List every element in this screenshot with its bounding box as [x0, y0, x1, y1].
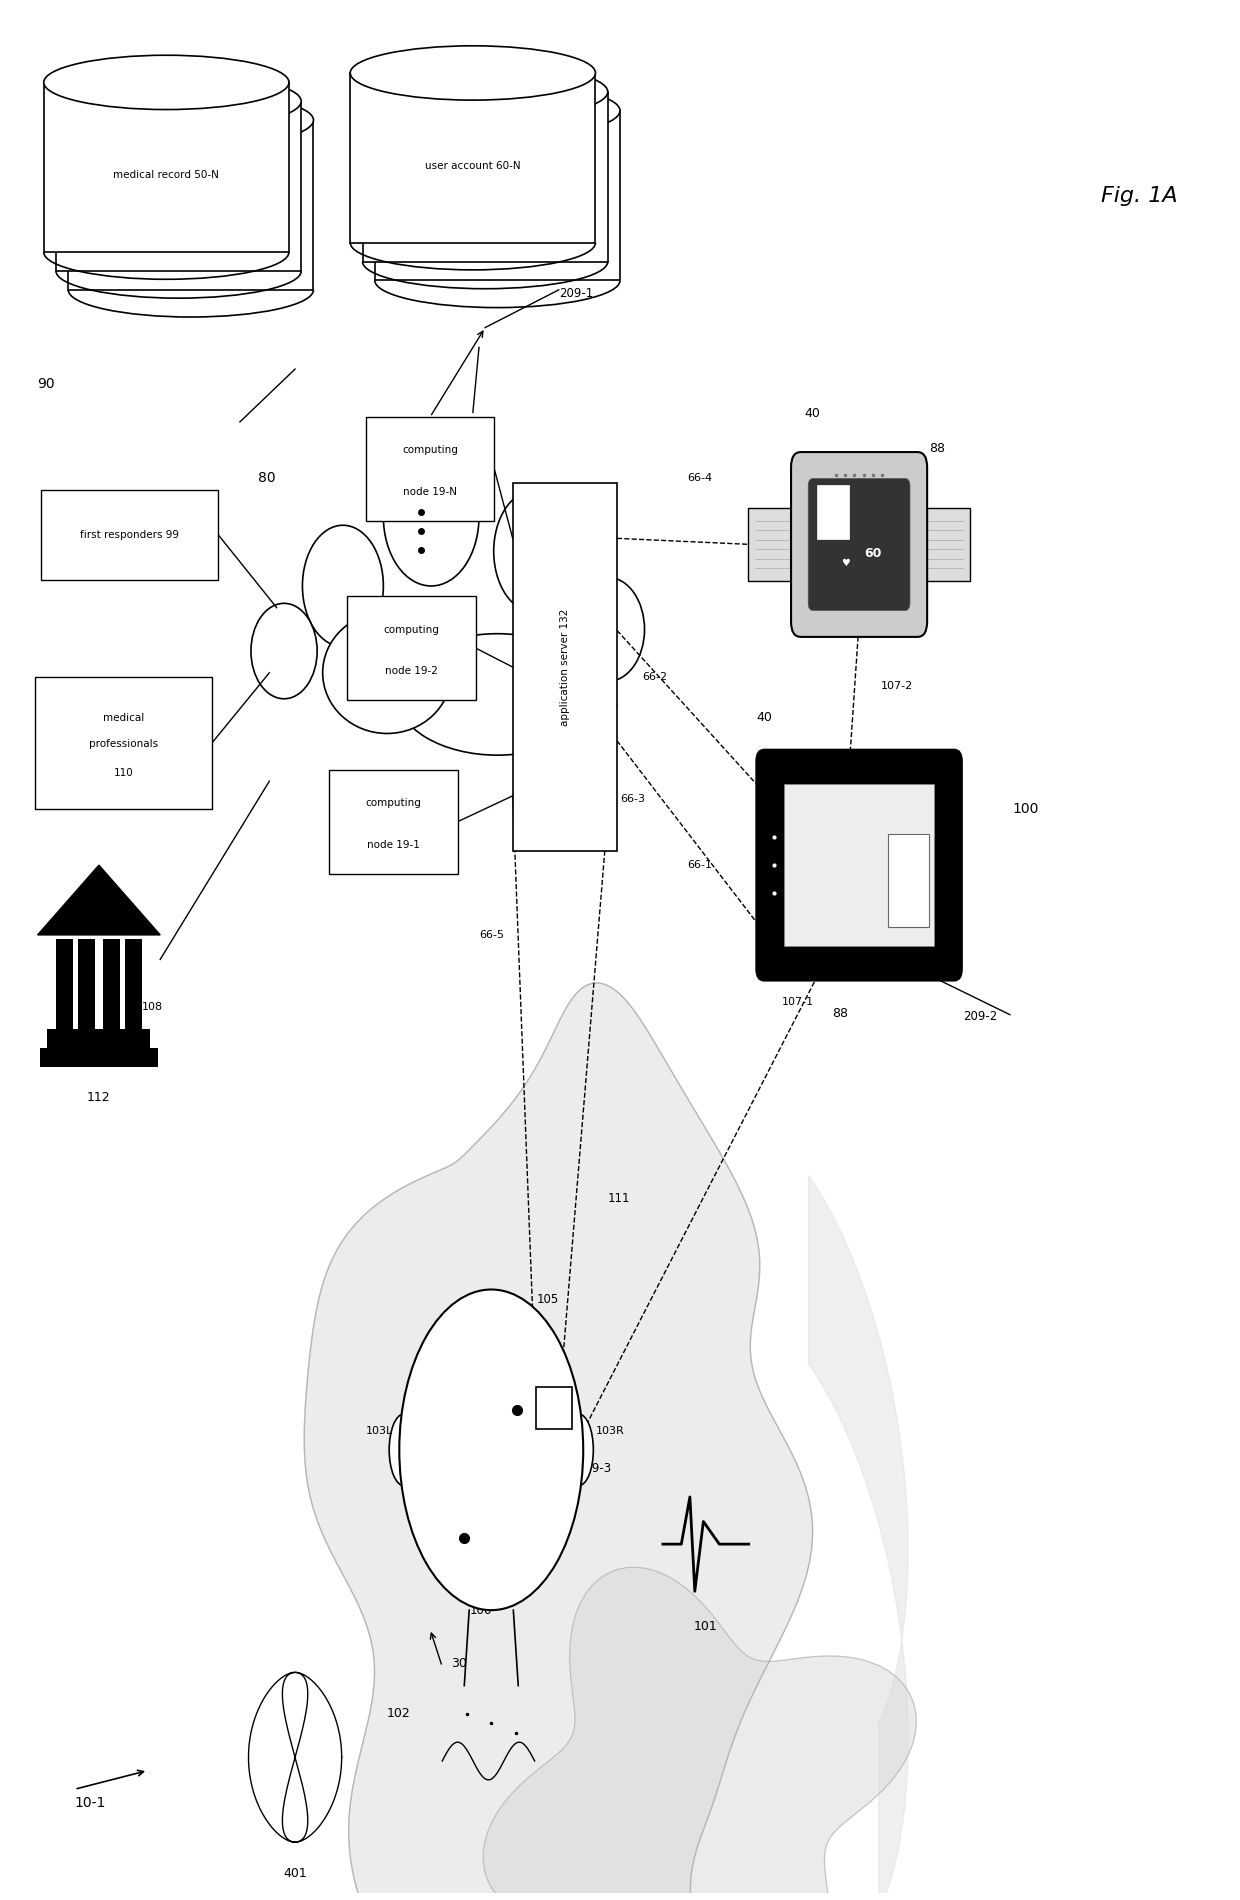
FancyBboxPatch shape [56, 101, 301, 272]
Text: 80: 80 [258, 471, 277, 484]
FancyBboxPatch shape [56, 939, 73, 1037]
Text: Fig. 1A: Fig. 1A [1101, 186, 1178, 205]
Ellipse shape [250, 604, 317, 699]
FancyBboxPatch shape [366, 418, 495, 521]
FancyBboxPatch shape [35, 676, 212, 809]
Text: 110: 110 [114, 768, 134, 777]
Text: 111: 111 [608, 1193, 630, 1205]
Polygon shape [37, 864, 160, 935]
Text: 40: 40 [756, 711, 773, 724]
Text: 107-1: 107-1 [781, 998, 813, 1007]
Text: 66-4: 66-4 [687, 473, 713, 483]
FancyBboxPatch shape [41, 490, 218, 580]
Text: 102: 102 [387, 1708, 410, 1720]
Text: 30: 30 [451, 1657, 466, 1670]
Text: 66-5: 66-5 [479, 929, 503, 940]
Text: 108: 108 [141, 1001, 162, 1011]
FancyBboxPatch shape [817, 484, 849, 540]
FancyBboxPatch shape [374, 110, 620, 281]
Text: 90: 90 [37, 378, 56, 391]
Polygon shape [808, 1176, 908, 1900]
Text: user account 60-2: user account 60-2 [438, 180, 532, 190]
Polygon shape [484, 1568, 916, 1900]
Text: 209-3: 209-3 [577, 1463, 611, 1474]
Polygon shape [304, 982, 812, 1900]
Text: node 19-N: node 19-N [403, 486, 458, 498]
FancyBboxPatch shape [512, 483, 618, 851]
FancyBboxPatch shape [40, 1049, 157, 1068]
FancyBboxPatch shape [329, 770, 458, 874]
Text: medical record 50-N: medical record 50-N [113, 171, 219, 180]
FancyBboxPatch shape [536, 1387, 573, 1429]
Text: medical record 50-1: medical record 50-1 [139, 209, 243, 218]
Ellipse shape [570, 578, 645, 682]
Ellipse shape [362, 65, 608, 120]
FancyBboxPatch shape [748, 507, 805, 581]
Ellipse shape [68, 93, 314, 148]
Text: professionals: professionals [89, 739, 157, 749]
Ellipse shape [43, 55, 289, 110]
Text: 103R: 103R [595, 1427, 624, 1436]
Text: user account 60-N: user account 60-N [425, 162, 521, 171]
Text: 209-1: 209-1 [559, 287, 593, 300]
FancyBboxPatch shape [103, 939, 120, 1037]
Text: 401: 401 [283, 1866, 308, 1879]
FancyBboxPatch shape [47, 1030, 150, 1049]
Text: 209-2: 209-2 [963, 1011, 998, 1024]
Text: 66-1: 66-1 [687, 861, 713, 870]
FancyBboxPatch shape [347, 597, 476, 699]
Ellipse shape [494, 490, 574, 612]
Text: ♥: ♥ [841, 559, 849, 568]
Text: 66-3: 66-3 [620, 794, 645, 804]
Text: 106: 106 [470, 1604, 492, 1617]
Text: 100: 100 [1012, 802, 1039, 815]
FancyBboxPatch shape [756, 750, 961, 980]
FancyBboxPatch shape [791, 452, 928, 636]
FancyBboxPatch shape [362, 91, 608, 262]
Text: computing: computing [383, 625, 439, 635]
Ellipse shape [564, 1414, 593, 1486]
Text: computing: computing [366, 798, 422, 808]
Text: 66-2: 66-2 [642, 671, 667, 682]
FancyBboxPatch shape [784, 785, 935, 946]
Text: 103L: 103L [366, 1427, 393, 1436]
Text: medical: medical [103, 712, 144, 724]
FancyBboxPatch shape [808, 479, 910, 610]
Text: first responders 99: first responders 99 [81, 530, 179, 540]
Text: user account 60-1: user account 60-1 [450, 200, 544, 209]
Text: node 19-1: node 19-1 [367, 840, 419, 849]
FancyBboxPatch shape [43, 82, 289, 253]
Text: 88: 88 [929, 443, 945, 454]
Text: computing: computing [402, 445, 458, 456]
Text: 88: 88 [832, 1007, 848, 1020]
Ellipse shape [389, 1414, 419, 1486]
Ellipse shape [374, 84, 620, 139]
Ellipse shape [322, 612, 451, 733]
Text: 40: 40 [805, 407, 821, 420]
Text: application server 132: application server 132 [559, 608, 570, 726]
FancyBboxPatch shape [125, 939, 141, 1037]
Text: 107-2: 107-2 [882, 680, 914, 692]
FancyBboxPatch shape [68, 120, 314, 291]
Text: 105: 105 [537, 1294, 559, 1305]
Text: medical record 50-2: medical record 50-2 [126, 190, 231, 199]
Text: 101: 101 [694, 1619, 718, 1632]
Ellipse shape [350, 46, 595, 101]
Ellipse shape [397, 635, 599, 754]
Text: 10-1: 10-1 [74, 1796, 105, 1809]
Ellipse shape [399, 1290, 583, 1609]
Ellipse shape [56, 74, 301, 129]
FancyBboxPatch shape [914, 507, 970, 581]
Text: node 19-2: node 19-2 [386, 667, 438, 676]
Ellipse shape [303, 524, 383, 646]
Text: 60: 60 [864, 547, 882, 560]
Text: 112: 112 [87, 1091, 110, 1104]
Ellipse shape [383, 446, 479, 585]
FancyBboxPatch shape [78, 939, 95, 1037]
FancyBboxPatch shape [888, 834, 930, 927]
FancyBboxPatch shape [350, 72, 595, 243]
